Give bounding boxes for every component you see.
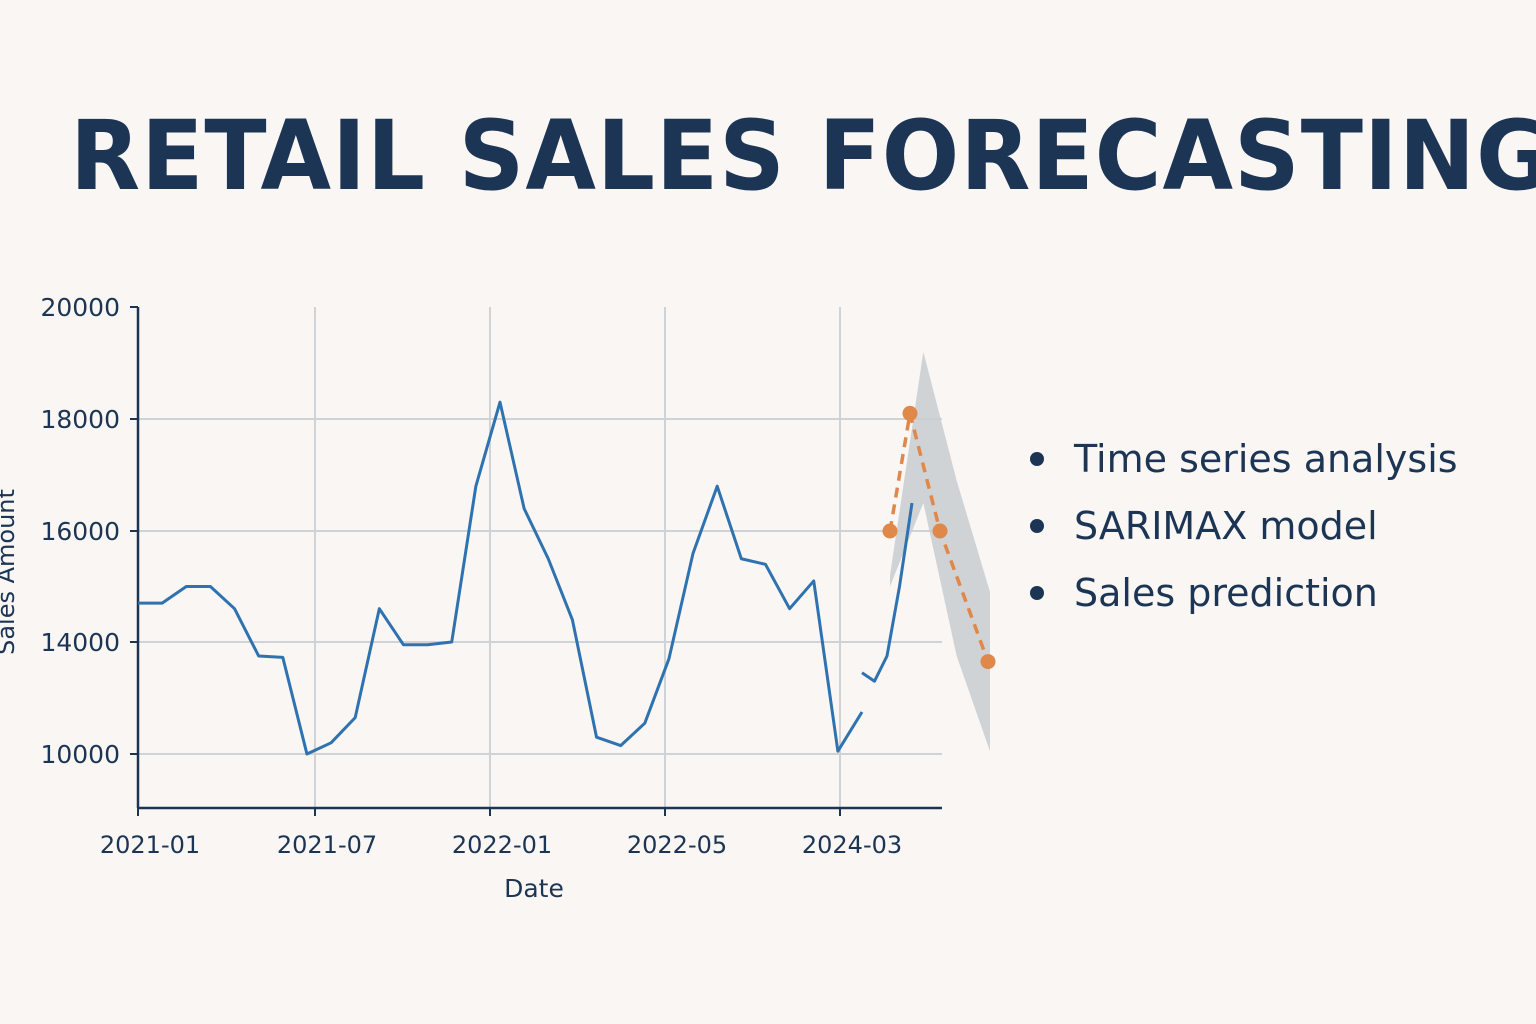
feature-item: SARIMAX model xyxy=(1030,492,1458,559)
chart-series xyxy=(138,400,996,756)
x-tick-label: 2021-01 xyxy=(100,831,200,859)
y-tick-label: 20000 xyxy=(40,293,120,322)
chart-labels: 2021-01 2021-07 2022-01 2022-05 2024-03 10000… xyxy=(0,293,902,903)
page-title: RETAIL SALES FORECASTING xyxy=(70,100,1536,212)
x-axis-title: Date xyxy=(504,874,564,903)
actual-sales-line xyxy=(138,400,864,756)
x-tick-label: 2021-07 xyxy=(277,831,377,859)
feature-item: Time series analysis xyxy=(1030,425,1458,492)
confidence-band xyxy=(890,351,990,752)
forecast-point xyxy=(980,654,996,670)
feature-label: Sales prediction xyxy=(1074,570,1378,615)
x-tick-label: 2022-01 xyxy=(452,831,552,859)
x-tick-label: 2024-03 xyxy=(802,831,902,859)
forecast-point xyxy=(902,405,918,421)
forecast-point xyxy=(932,523,948,539)
y-tick-label: 14000 xyxy=(40,628,120,657)
feature-label: SARIMAX model xyxy=(1074,503,1378,548)
bullet-icon xyxy=(1030,518,1044,533)
confidence-band-area xyxy=(890,351,990,752)
actual-sales-line-recent xyxy=(861,502,914,683)
y-tick-label: 16000 xyxy=(40,517,120,546)
forecast-line xyxy=(888,412,990,663)
feature-list: Time series analysis SARIMAX model Sales… xyxy=(1030,425,1458,626)
feature-label: Time series analysis xyxy=(1074,436,1458,481)
chart-axes xyxy=(130,306,942,816)
feature-item: Sales prediction xyxy=(1030,559,1458,626)
forecast-point xyxy=(882,523,898,539)
y-tick-label: 10000 xyxy=(40,740,120,769)
y-axis-title: Sales Amount xyxy=(0,489,20,655)
bullet-icon xyxy=(1030,585,1044,600)
x-tick-label: 2022-05 xyxy=(627,831,727,859)
bullet-icon xyxy=(1030,451,1044,466)
chart-grid xyxy=(138,307,942,808)
y-tick-label: 18000 xyxy=(40,405,120,434)
